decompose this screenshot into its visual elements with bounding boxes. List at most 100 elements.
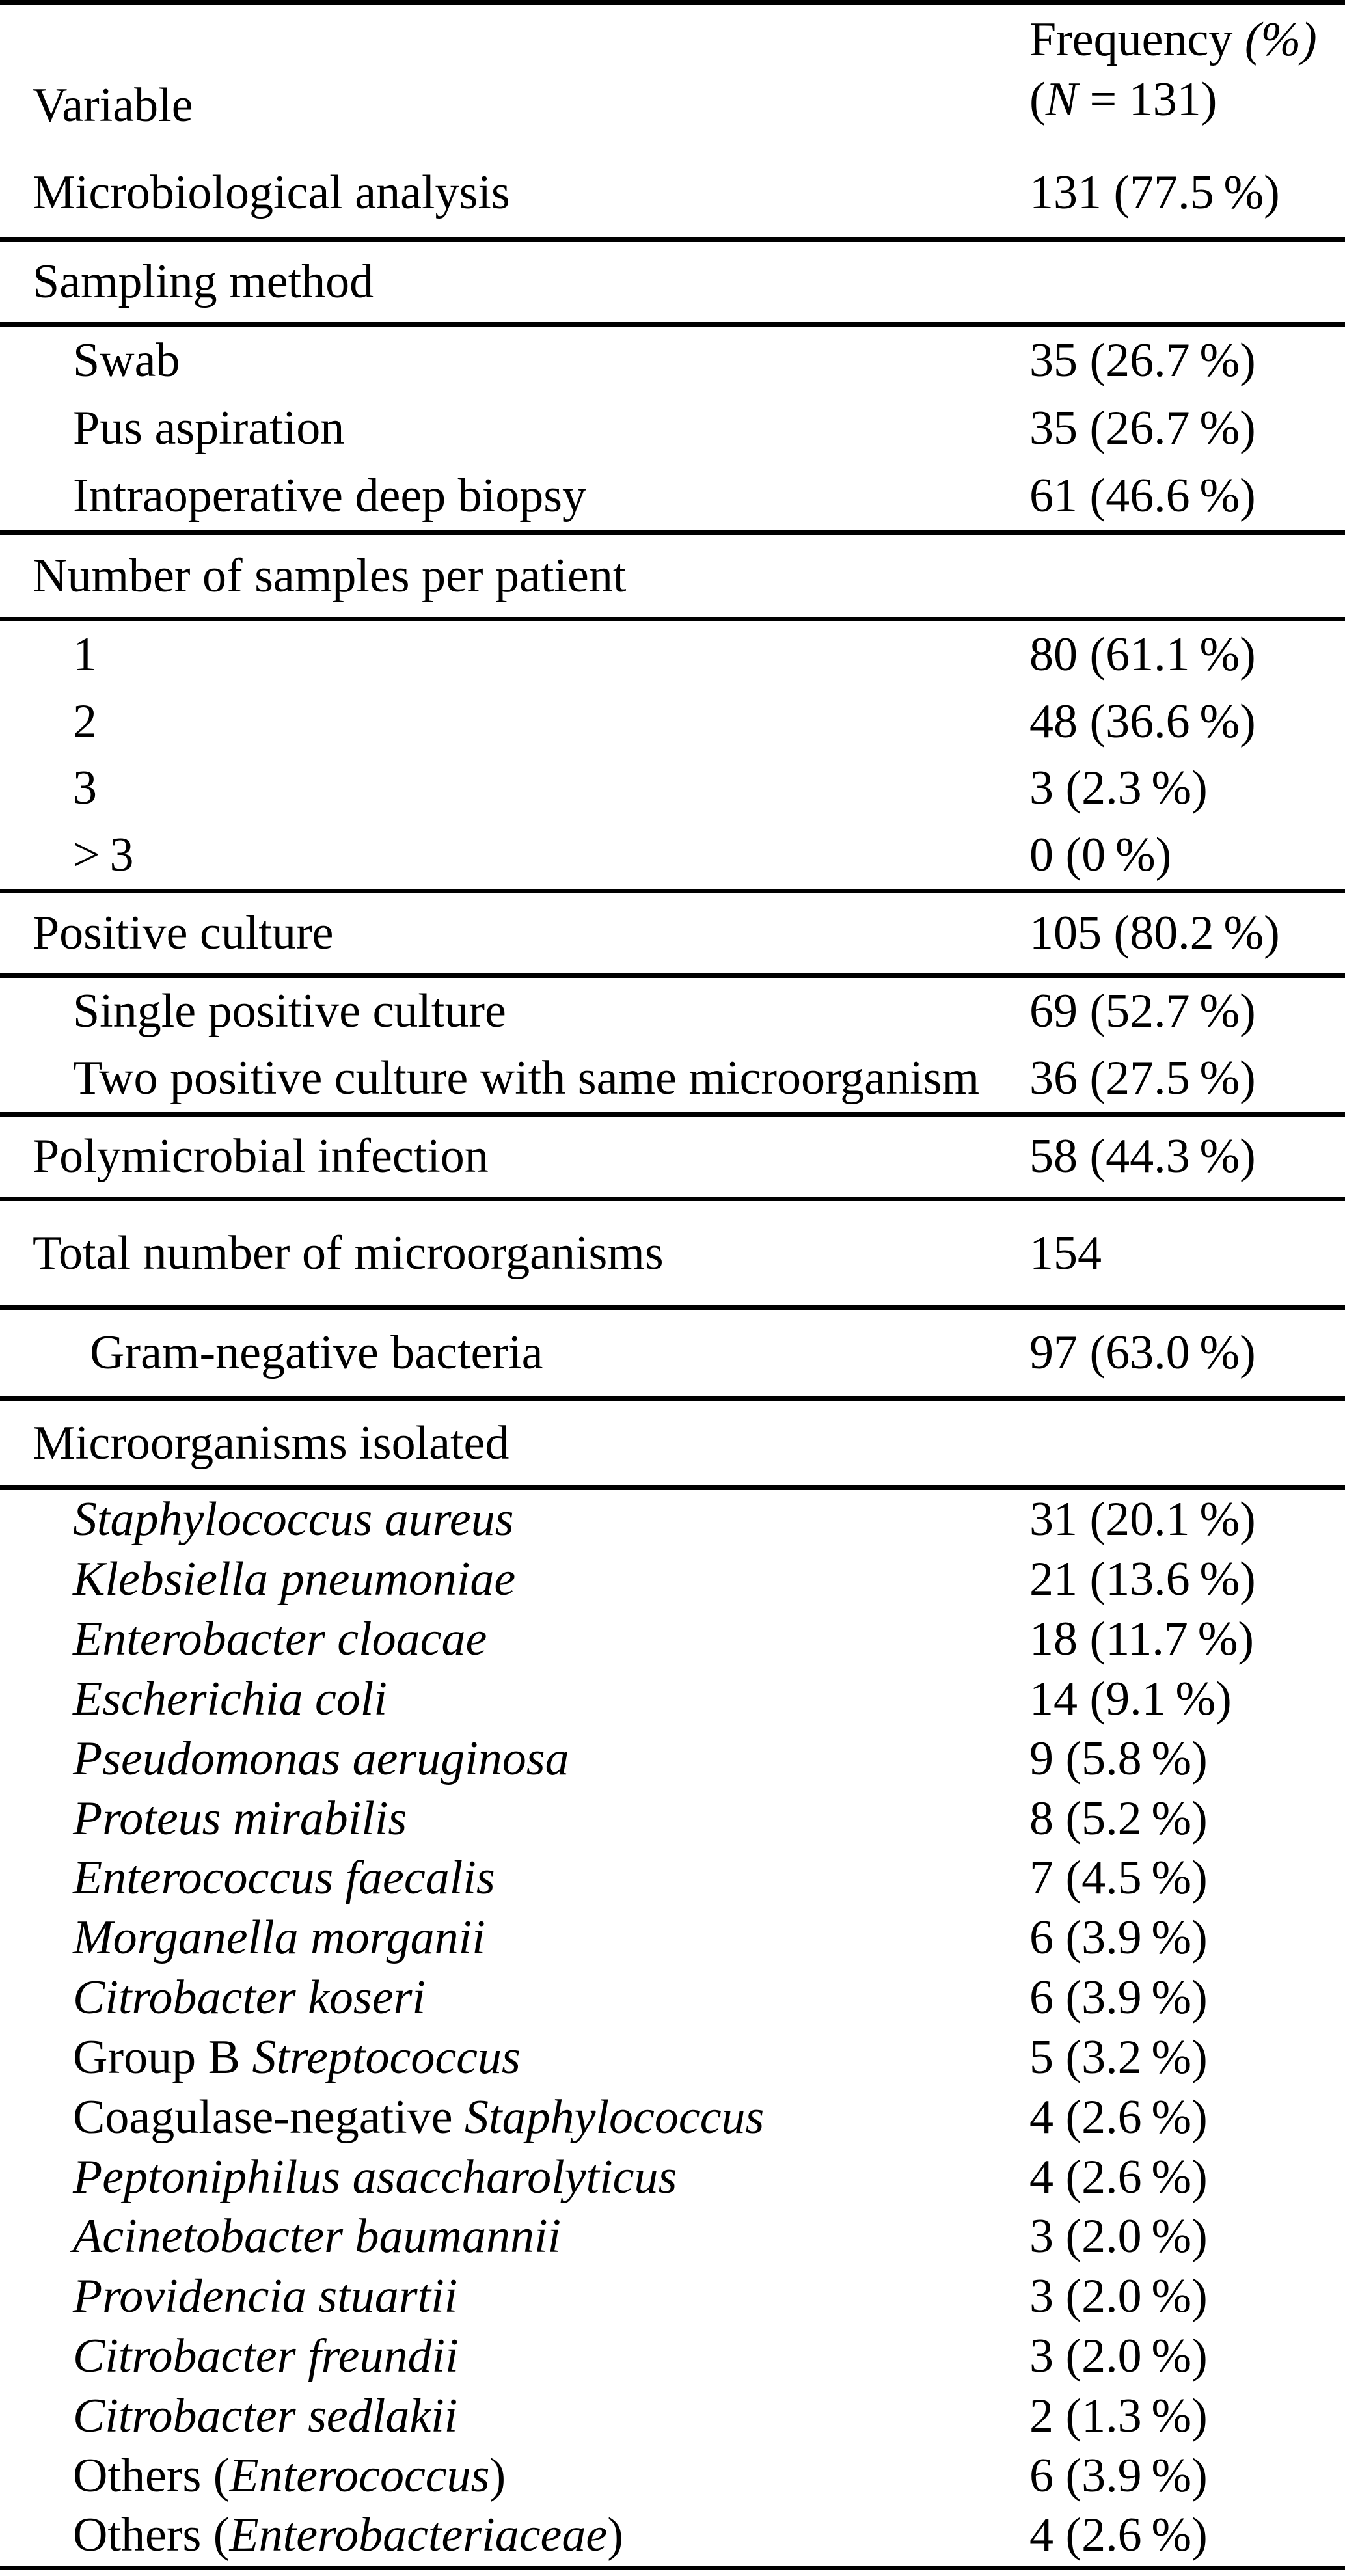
table-row: Peptoniphilus asaccharolyticus 4 (2.6 %) bbox=[0, 2147, 1345, 2207]
table-row: Klebsiella pneumoniae 21 (13.6 %) bbox=[0, 1550, 1345, 1610]
table-section-positive-culture: Positive culture 105 (80.2 %) bbox=[0, 893, 1345, 973]
table-row: Others (Enterococcus) 6 (3.9 %) bbox=[0, 2446, 1345, 2506]
row-value: 35 (26.7 %) bbox=[1029, 401, 1256, 455]
table-rule bbox=[0, 2566, 1345, 2570]
table-row: Single positive culture 69 (52.7 %) bbox=[0, 978, 1345, 1045]
row-value: 36 (27.5 %) bbox=[1029, 1051, 1256, 1105]
table-column-header: Variable Frequency (%) (N = 131) bbox=[0, 5, 1345, 148]
table-rule bbox=[0, 237, 1345, 242]
row-value: 6 (3.9 %) bbox=[1029, 1971, 1208, 2025]
table-row: Microbiological analysis 131 (77.5 %) bbox=[0, 148, 1345, 237]
row-value: 58 (44.3 %) bbox=[1029, 1130, 1256, 1183]
table-row: Citrobacter koseri 6 (3.9 %) bbox=[0, 1968, 1345, 2028]
row-value: 5 (3.2 %) bbox=[1029, 2030, 1208, 2084]
row-value: 80 (61.1 %) bbox=[1029, 627, 1256, 681]
row-label: Enterobacter cloacae bbox=[73, 1612, 487, 1666]
column-header-frequency: Frequency (%) (N = 131) bbox=[1029, 10, 1317, 129]
table-rule-top bbox=[0, 0, 1345, 5]
table-row: Sampling method bbox=[0, 242, 1345, 322]
row-value: 3 (2.0 %) bbox=[1029, 2270, 1208, 2324]
table-row: Intraoperative deep biopsy 61 (46.6 %) bbox=[0, 463, 1345, 530]
row-label: Microbiological analysis bbox=[33, 165, 510, 219]
row-label: Escherichia coli bbox=[73, 1672, 387, 1726]
row-label: Single positive culture bbox=[73, 984, 506, 1038]
row-value: 2 (1.3 %) bbox=[1029, 2389, 1208, 2443]
row-value: 6 (3.9 %) bbox=[1029, 2448, 1208, 2502]
table-row: > 3 0 (0 %) bbox=[0, 822, 1345, 889]
row-value: 61 (46.6 %) bbox=[1029, 469, 1256, 523]
table-rule bbox=[0, 973, 1345, 978]
table-rule bbox=[0, 1305, 1345, 1310]
table-section-polymicrobial: Polymicrobial infection 58 (44.3 %) bbox=[0, 1117, 1345, 1197]
column-header-frequency-line1: Frequency (%) bbox=[1029, 13, 1317, 66]
table-row: Citrobacter freundii 3 (2.0 %) bbox=[0, 2327, 1345, 2387]
column-header-frequency-line2: (N = 131) bbox=[1029, 73, 1217, 126]
row-label: Pseudomonas aeruginosa bbox=[73, 1731, 569, 1785]
row-value: 105 (80.2 %) bbox=[1029, 906, 1280, 960]
row-label: Pus aspiration bbox=[73, 401, 345, 455]
table-section-samples-head: Number of samples per patient bbox=[0, 535, 1345, 617]
table-row: Two positive culture with same microorga… bbox=[0, 1045, 1345, 1112]
row-label: Number of samples per patient bbox=[33, 549, 627, 603]
row-value: 97 (63.0 %) bbox=[1029, 1326, 1256, 1379]
table-rule bbox=[0, 530, 1345, 535]
row-value: 14 (9.1 %) bbox=[1029, 1672, 1232, 1726]
table-section-gram-negative: Gram-negative bacteria 97 (63.0 %) bbox=[0, 1310, 1345, 1396]
row-value: 69 (52.7 %) bbox=[1029, 984, 1256, 1038]
row-label: Proteus mirabilis bbox=[73, 1791, 407, 1845]
table-rule bbox=[0, 617, 1345, 621]
row-label: Sampling method bbox=[33, 255, 374, 308]
row-label: 3 bbox=[73, 761, 97, 815]
row-label: Two positive culture with same microorga… bbox=[73, 1051, 980, 1105]
table-row: Polymicrobial infection 58 (44.3 %) bbox=[0, 1117, 1345, 1197]
row-value: 35 (26.7 %) bbox=[1029, 333, 1256, 387]
row-label: > 3 bbox=[73, 828, 134, 882]
table-row: Number of samples per patient bbox=[0, 535, 1345, 617]
table-row: Positive culture 105 (80.2 %) bbox=[0, 893, 1345, 973]
row-value: 4 (2.6 %) bbox=[1029, 2508, 1208, 2562]
row-label: Acinetobacter baumannii bbox=[73, 2210, 562, 2264]
row-label: Others (Enterococcus) bbox=[73, 2448, 506, 2502]
row-label: Citrobacter sedlakii bbox=[73, 2389, 458, 2443]
row-label: Providencia stuartii bbox=[73, 2270, 458, 2324]
row-value: 154 bbox=[1029, 1226, 1102, 1280]
table-rule bbox=[0, 1485, 1345, 1490]
table-rule bbox=[0, 322, 1345, 327]
table-row: Group B Streptococcus 5 (3.2 %) bbox=[0, 2027, 1345, 2087]
table-row: Acinetobacter baumannii 3 (2.0 %) bbox=[0, 2207, 1345, 2267]
table-row: Escherichia coli 14 (9.1 %) bbox=[0, 1669, 1345, 1729]
table-rule bbox=[0, 1396, 1345, 1401]
row-label: Coagulase-negative Staphylococcus bbox=[73, 2090, 765, 2144]
table-row: Pseudomonas aeruginosa 9 (5.8 %) bbox=[0, 1729, 1345, 1789]
table-section-micro-analysis: Microbiological analysis 131 (77.5 %) bbox=[0, 148, 1345, 237]
table-row: Morganella morganii 6 (3.9 %) bbox=[0, 1908, 1345, 1968]
table-section-positive-items: Single positive culture 69 (52.7 %) Two po… bbox=[0, 978, 1345, 1112]
row-value: 7 (4.5 %) bbox=[1029, 1851, 1208, 1905]
row-value: 3 (2.0 %) bbox=[1029, 2210, 1208, 2264]
row-value: 9 (5.8 %) bbox=[1029, 1731, 1208, 1785]
table-section-samples-items: 1 80 (61.1 %) 2 48 (36.6 %) 3 3 (2.3 %) > 3 0 (… bbox=[0, 621, 1345, 889]
row-value: 18 (11.7 %) bbox=[1029, 1612, 1254, 1666]
table-rule bbox=[0, 1112, 1345, 1117]
row-value: 4 (2.6 %) bbox=[1029, 2150, 1208, 2204]
row-label: 2 bbox=[73, 694, 97, 748]
row-value: 21 (13.6 %) bbox=[1029, 1552, 1256, 1607]
row-value: 48 (36.6 %) bbox=[1029, 694, 1256, 748]
table-rule bbox=[0, 1197, 1345, 1201]
row-value: 0 (0 %) bbox=[1029, 828, 1172, 882]
row-label: Morganella morganii bbox=[73, 1911, 485, 1965]
row-value: 6 (3.9 %) bbox=[1029, 1911, 1208, 1965]
row-label: Citrobacter freundii bbox=[73, 2329, 459, 2383]
row-label: Polymicrobial infection bbox=[33, 1130, 489, 1183]
table-row: Citrobacter sedlakii 2 (1.3 %) bbox=[0, 2386, 1345, 2446]
table-row: Others (Enterobacteriaceae) 4 (2.6 %) bbox=[0, 2506, 1345, 2566]
table-section-total-micro: Total number of microorganisms 154 bbox=[0, 1201, 1345, 1305]
row-label: Positive culture bbox=[33, 906, 334, 960]
table-row: Pus aspiration 35 (26.7 %) bbox=[0, 394, 1345, 462]
table-section-sampling-items: Swab 35 (26.7 %) Pus aspiration 35 (26.7 %)… bbox=[0, 327, 1345, 530]
row-value: 3 (2.3 %) bbox=[1029, 761, 1208, 815]
table-row: Enterobacter cloacae 18 (11.7 %) bbox=[0, 1610, 1345, 1670]
row-value: 8 (5.2 %) bbox=[1029, 1791, 1208, 1845]
table-row: 2 48 (36.6 %) bbox=[0, 688, 1345, 755]
